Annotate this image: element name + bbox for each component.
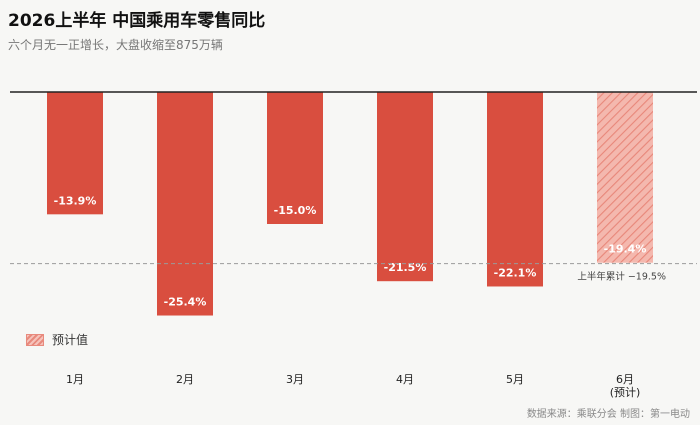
bar [47, 92, 103, 215]
bar-value-label: -13.9% [54, 194, 97, 207]
bar-value-label: -19.4% [604, 243, 647, 256]
bar-value-label: -25.4% [164, 296, 207, 309]
bar [377, 92, 433, 282]
x-tick-label: 2月 [176, 373, 194, 386]
legend: 预计值 [26, 331, 88, 348]
bar [487, 92, 543, 287]
bar-estimate [597, 92, 653, 263]
x-tick-sublabel: (预计) [610, 386, 641, 399]
chart-title: 2026上半年 中国乘用车零售同比 [8, 11, 266, 31]
x-tick-label: 3月 [286, 373, 304, 386]
source-note: 数据来源：乘联分会 制图：第一电动 [526, 409, 690, 420]
legend-estimate-swatch [26, 333, 44, 346]
x-tick-label: 5月 [506, 373, 524, 386]
x-tick-label: 6月 [616, 373, 634, 386]
bar-value-label: -21.5% [384, 261, 427, 274]
bar [157, 92, 213, 316]
reference-line-label: 上半年累计 −19.5% [577, 271, 666, 283]
bar [267, 92, 323, 224]
x-tick-label: 4月 [396, 373, 414, 386]
bar-value-label: -15.0% [274, 204, 317, 217]
chart-subtitle: 六个月无一正增长，大盘收缩至875万辆 [8, 38, 223, 52]
legend-estimate-label: 预计值 [52, 333, 89, 347]
bar-value-label: -22.1% [494, 266, 537, 279]
x-tick-label: 1月 [66, 373, 84, 386]
